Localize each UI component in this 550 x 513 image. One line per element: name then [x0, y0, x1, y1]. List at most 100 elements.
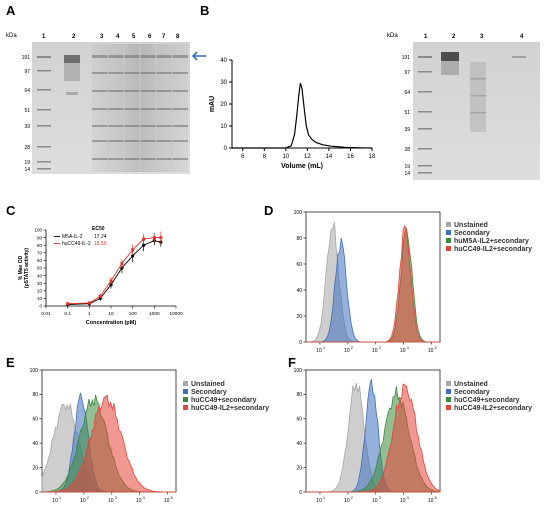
gel-a-marker-19: 19: [24, 160, 30, 166]
gel-b-marker-64: 64: [404, 90, 410, 96]
gel-a-marker-64: 64: [24, 88, 30, 94]
gel-a-lane-2: 2: [72, 34, 76, 40]
y-tick-label-f-2: 40: [296, 441, 302, 447]
legend-swatch-d-1: [446, 230, 451, 235]
histogram-d-0: [306, 222, 440, 343]
x-tick-exp-f-4: 5: [435, 496, 437, 500]
y-tick-label-f-0: 0: [299, 490, 302, 496]
x-tick-exp-d-1: 2: [351, 346, 353, 350]
x-axis-label-c: Concentration (pM): [86, 320, 137, 326]
legend-label-c-1: huCC49-IL-2: [62, 241, 91, 247]
gel-b-image: [413, 42, 540, 180]
series-line-b: [232, 82, 373, 149]
legend-ec50-c-1: 18.59: [94, 241, 107, 247]
y-tick-label-c-10: 100: [34, 228, 42, 233]
panel-letter-f: F: [288, 355, 296, 370]
x-tick-base-f-0: 10: [316, 498, 322, 504]
gel-a-kda-label: kDa: [6, 33, 17, 39]
gel-b-marker-51: 51: [404, 110, 410, 116]
y-tick-label-f-4: 80: [296, 392, 302, 398]
series-line-c-0: [67, 240, 162, 305]
gel-a-lane-1: 1: [42, 34, 46, 40]
point-c-1-4: [120, 261, 124, 265]
y-tick-label-c-0: 0: [39, 304, 42, 309]
x-tick-exp-d-2: 3: [379, 346, 381, 350]
x-tick-base-d-3: 10: [400, 348, 406, 354]
x-tick-exp-e-0: 1: [59, 496, 61, 500]
legend-swatch-e-3: [183, 405, 188, 410]
gel-b-marker-191: 191: [402, 55, 411, 61]
legend-label-f-1: Secondary: [454, 389, 490, 396]
legend-label-d-0: Unstained: [454, 222, 488, 229]
legend-swatch-f-0: [446, 381, 451, 386]
gel-b-marker-39: 39: [404, 127, 410, 133]
point-c-0-6: [142, 243, 146, 247]
y-tick-label-e-0: 0: [35, 490, 38, 496]
gel-a-marker-97: 97: [24, 69, 30, 75]
y-tick-label-b-2: 20: [220, 102, 227, 108]
series-line-c-1: [67, 237, 161, 305]
y-tick-label-d-5: 100: [294, 210, 303, 216]
legend-label-f-2: huCC49+secondary: [454, 397, 520, 404]
y-tick-label-d-0: 0: [299, 340, 302, 346]
x-tick-label-b-2: 10: [283, 154, 290, 160]
x-tick-base-d-0: 10: [316, 348, 322, 354]
y-tick-label-c-2: 20: [37, 289, 43, 294]
y-tick-label-b-4: 40: [220, 58, 227, 64]
x-tick-exp-e-4: 5: [171, 496, 173, 500]
y-tick-label-f-3: 60: [296, 417, 302, 423]
y-tick-label-e-1: 20: [32, 465, 38, 471]
point-c-1-6: [142, 237, 146, 241]
y-axis-label-c-line2: (pSTAT5 activity): [24, 248, 30, 288]
y-tick-label-c-3: 30: [37, 281, 43, 286]
x-tick-label-c-5: 1000: [149, 311, 160, 317]
point-c-1-5: [131, 248, 135, 252]
y-tick-label-e-3: 60: [32, 417, 38, 423]
histogram-f-3: [306, 383, 441, 493]
y-tick-label-c-4: 40: [37, 273, 43, 278]
chart-b: 6 8 10 12 14 16 18 0 10 20 30 40 Volume (mL) mAU: [209, 58, 376, 170]
x-tick-exp-f-2: 3: [379, 496, 381, 500]
x-tick-base-e-0: 10: [52, 498, 58, 504]
panel-letter-a: A: [6, 3, 16, 18]
x-tick-base-e-2: 10: [108, 498, 114, 504]
x-tick-base-e-3: 10: [136, 498, 142, 504]
x-tick-label-b-3: 12: [304, 154, 311, 160]
legend-swatch-e-0: [183, 381, 188, 386]
x-tick-base-f-3: 10: [400, 498, 406, 504]
point-c-1-7: [152, 236, 156, 240]
chart-c: 0.01 0.1 1 10 100 1000 10000 0 10 20 30 40 50 60 70 80 9…: [18, 226, 183, 326]
y-tick-label-d-1: 20: [296, 314, 302, 320]
x-tick-exp-e-3: 4: [143, 496, 145, 500]
x-tick-exp-d-4: 5: [435, 346, 437, 350]
gel-b-marker-28: 28: [404, 147, 410, 153]
legend-label-d-1: Secondary: [454, 230, 490, 237]
x-tick-label-c-0: 0.01: [41, 311, 51, 317]
gel-b-marker-14: 14: [404, 171, 410, 177]
x-tick-exp-e-2: 3: [115, 496, 117, 500]
legend-swatch-f-2: [446, 397, 451, 402]
y-tick-label-d-4: 80: [296, 236, 302, 242]
point-c-0-5: [131, 254, 135, 258]
legend-swatch-f-1: [446, 389, 451, 394]
x-tick-exp-d-0: 1: [323, 346, 325, 350]
legend-label-f-3: huCC49-IL2+secondary: [454, 405, 532, 412]
y-tick-label-c-8: 80: [37, 243, 43, 248]
gel-b-lane-4: 4: [520, 34, 524, 40]
x-tick-label-c-4: 100: [129, 311, 137, 317]
gel-a-lane-6: 6: [148, 34, 152, 40]
x-tick-base-f-2: 10: [372, 498, 378, 504]
x-tick-label-b-6: 18: [369, 154, 376, 160]
x-tick-label-c-2: 1: [88, 311, 91, 317]
gel-a-marker-28: 28: [24, 145, 30, 151]
x-tick-label-b-0: 6: [241, 154, 245, 160]
panel-letter-c: C: [6, 203, 16, 218]
x-tick-base-f-4: 10: [428, 498, 434, 504]
x-tick-label-c-3: 10: [108, 311, 114, 317]
gel-b-marker-97: 97: [404, 70, 410, 76]
gel-a-marker-14: 14: [24, 167, 30, 173]
x-tick-base-d-1: 10: [344, 348, 350, 354]
x-tick-base-e-4: 10: [164, 498, 170, 504]
